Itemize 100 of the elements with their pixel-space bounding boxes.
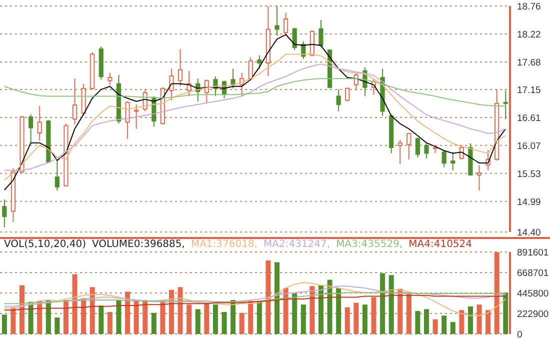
line-series [4,64,506,171]
candlestick [450,152,456,171]
bar [230,300,236,334]
bar [486,310,491,334]
candlestick [318,19,324,48]
candlestick [178,48,183,87]
bar [432,319,438,334]
bar [222,312,227,334]
bar [107,312,112,334]
bar [283,288,288,334]
bar [354,302,359,334]
bar [54,317,60,334]
bar [90,287,95,334]
candlestick [125,100,130,140]
bar [468,306,473,334]
candlestick [442,150,446,168]
candlestick [354,71,358,91]
bar [81,298,86,334]
bar [424,309,430,334]
bar [72,274,78,334]
y-tick-label: 0 [517,329,522,339]
y-tick-label: 17.68 [517,57,541,68]
bar [134,300,139,334]
bar [63,300,68,334]
y-tick-label: 14.99 [517,196,541,208]
candlestick [134,104,139,130]
bar [371,297,376,334]
bar [362,304,368,334]
candlestick [345,86,350,102]
bar [442,316,447,334]
y-tick-label: 222900 [517,308,549,320]
y-tick-label: 16.61 [517,112,541,124]
line-series [4,286,506,307]
y-tick-label: 15.53 [517,168,541,180]
text: MA4:410524 [408,239,472,250]
bar [398,288,403,334]
candlestick [37,106,42,142]
candlestick [406,132,412,160]
bar [388,275,394,334]
bar [46,300,51,334]
bar [336,288,342,334]
text: VOLUME0:396885, [92,239,185,250]
bar [178,287,183,334]
bar [10,307,16,334]
y-tick-label: 445800 [517,288,549,300]
chart-title: VOL(5,10,20,40) [4,239,86,250]
bar [239,312,244,334]
bar [503,292,508,334]
bar [310,286,315,334]
candlestick [284,12,288,36]
bar [212,304,218,334]
candlestick [28,114,34,144]
bar [450,322,456,334]
y-tick-label: 14.40 [517,227,541,238]
line-series [4,294,506,311]
bar [318,285,324,334]
line-series [4,282,506,316]
candlestick [503,90,508,120]
y-tick-label: 668701 [517,268,549,279]
bar [415,311,420,334]
bar [266,260,271,334]
candlestick [108,72,112,86]
bar [274,262,280,334]
text: MA1:376018, [190,239,258,250]
bar [300,304,306,334]
candlestick [476,164,482,192]
bar [344,307,350,334]
bar [292,294,298,334]
text: MA3:435529, [336,239,403,250]
candlestick [398,139,402,165]
y-tick-label: 18.76 [517,1,541,12]
line-series [4,292,506,304]
bar [494,252,500,334]
y-tick-label: 18.22 [517,29,541,40]
bar [380,273,386,334]
text: MA2:431247, [264,239,330,250]
bar [248,300,254,334]
bar [142,300,148,334]
bar [406,292,412,334]
bar [169,290,174,334]
bar [195,309,200,334]
bar [476,304,482,334]
candlestick [424,142,429,159]
y-tick-label: 16.07 [517,140,541,152]
bar [116,300,122,334]
bar [20,285,25,334]
y-tick-label: 17.15 [517,84,541,96]
bar [98,305,104,334]
bar [160,300,166,334]
bar [2,314,7,334]
bar [151,312,156,334]
candlestick [204,79,209,104]
bar [256,300,262,334]
bar [125,292,130,334]
candlestick [292,27,297,51]
candlestick [169,68,174,101]
candlestick [459,144,464,160]
candlestick [415,137,420,158]
candlestick [274,6,280,36]
candlestick [336,88,341,112]
